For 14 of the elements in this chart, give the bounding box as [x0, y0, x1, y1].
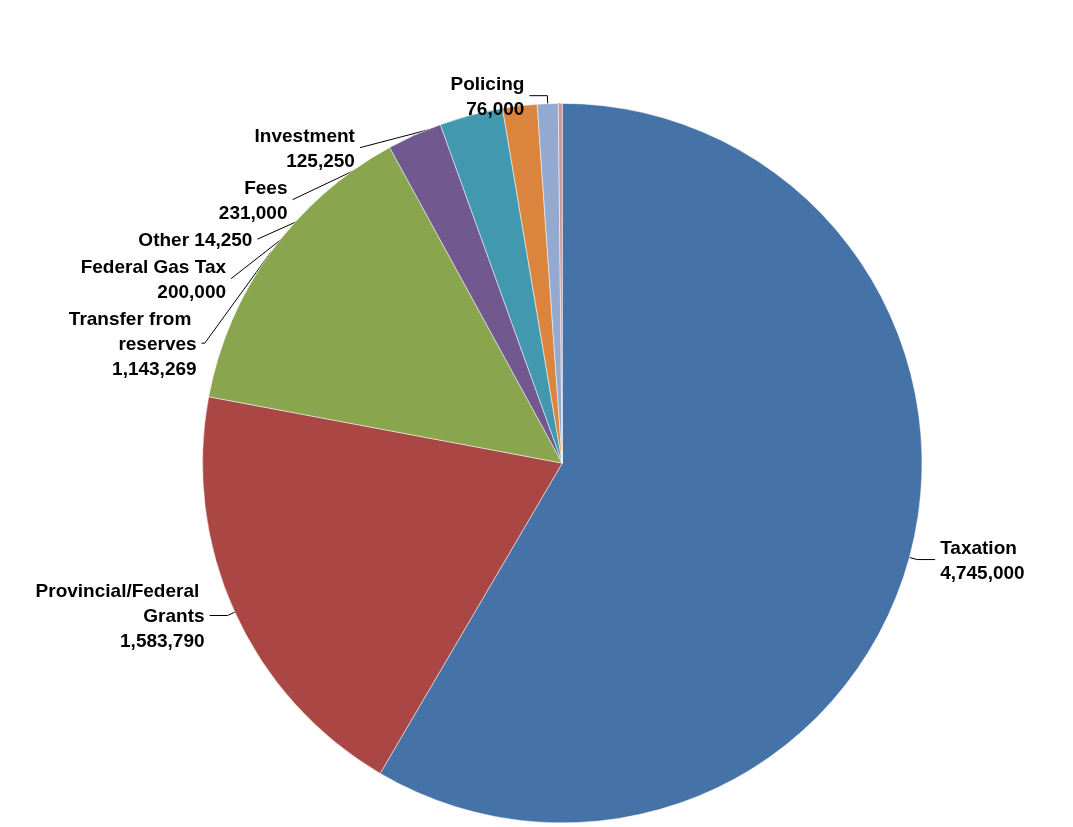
data-label: 231,000 — [218, 201, 288, 223]
slice-label: Provincial/Federal Grants — [35, 579, 205, 626]
slice-label: Taxation — [940, 536, 1017, 558]
data-label: 1,583,790 — [120, 629, 205, 651]
data-label: 125,250 — [286, 149, 355, 171]
data-label: 4,745,000 — [940, 561, 1025, 583]
slice-label: Federal Gas Tax — [80, 255, 227, 277]
data-label: 1,143,269 — [112, 357, 197, 379]
slice-label: Fees — [244, 176, 288, 198]
slice-label: Transfer from reserves — [68, 307, 197, 354]
data-label: 200,000 — [157, 280, 227, 302]
slice-label: Investment — [254, 124, 356, 146]
slice-label: Other 14,250 — [138, 228, 253, 250]
slice-label: Policing — [450, 72, 525, 94]
